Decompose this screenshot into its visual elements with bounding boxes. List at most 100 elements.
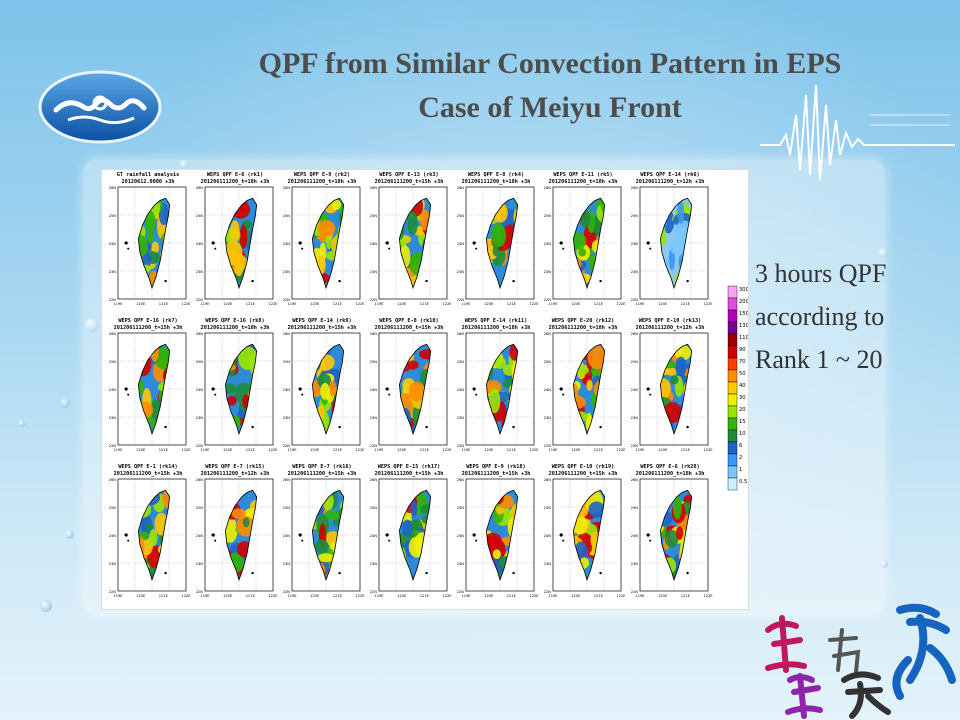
lon-label: 120E	[136, 594, 146, 598]
penghu-island	[124, 387, 128, 391]
lat-label: 23N	[370, 416, 378, 420]
map-title: WEPS QPF E-15 (rk17)	[378, 464, 440, 470]
penghu-island	[214, 539, 217, 542]
lon-label: 121E	[507, 302, 517, 306]
calligraphy-logo-icon	[765, 603, 956, 719]
map-title: WEPS QPF E-16 (rk8)	[205, 318, 264, 324]
lon-label: 120E	[223, 594, 233, 598]
island-outline	[137, 197, 171, 290]
lat-label: 24N	[283, 534, 291, 538]
penghu-island	[385, 387, 389, 391]
rain-blob	[315, 539, 329, 554]
map-title: WEPS QPF E-14 (rk6)	[640, 172, 699, 178]
map-title: WEPS QPF E-11 (rk5)	[553, 172, 612, 178]
island-outline	[485, 489, 519, 582]
lon-label: 119E	[200, 302, 210, 306]
lanyu-island	[338, 279, 341, 283]
lon-label: 119E	[635, 594, 645, 598]
map-title: WEPS QPF E-6 (rk1)	[207, 172, 263, 178]
lon-label: 119E	[461, 594, 471, 598]
qpf-map-panel: WEPS QPF E-9 (rk2)201206111200_t=18h +3h…	[283, 172, 366, 306]
lon-label: 119E	[113, 594, 123, 598]
colorbar-label: 70	[739, 359, 746, 365]
island-outline	[311, 343, 345, 436]
lon-label: 122E	[442, 594, 452, 598]
rain-blob	[320, 382, 330, 400]
lat-label: 23N	[196, 562, 204, 566]
rain-blob	[324, 510, 343, 520]
lanyu-island	[599, 425, 602, 429]
map-subtitle: 201206111200_t=18h +3h	[549, 325, 618, 331]
lat-label: 22N	[370, 590, 378, 594]
lat-label: 24N	[544, 534, 552, 538]
penghu-island	[562, 539, 565, 542]
lat-label: 24N	[457, 242, 465, 246]
lon-label: 122E	[616, 302, 626, 306]
lat-label: 26N	[370, 332, 378, 336]
rain-blob	[338, 206, 344, 216]
lon-label: 121E	[246, 448, 256, 452]
lon-label: 120E	[571, 594, 581, 598]
colorbar-label: 300	[739, 287, 748, 293]
lon-label: 120E	[658, 302, 668, 306]
map-subtitle: 201206111200_t=18h +3h	[549, 179, 618, 185]
seismograph-decoration	[760, 84, 955, 181]
rain-blob	[406, 360, 419, 370]
lat-label: 26N	[457, 478, 465, 482]
bubble-decoration	[65, 530, 74, 539]
map-subtitle: 201206111200_t=18h +3h	[462, 325, 531, 331]
penghu-island	[649, 393, 652, 396]
map-title: WEPS QPF E-10 (rk19)	[552, 464, 614, 470]
lat-label: 24N	[631, 534, 639, 538]
map-subtitle: 201206111200_t=15h +3h	[375, 325, 444, 331]
lon-label: 119E	[113, 302, 123, 306]
colorbar-label: 150	[739, 311, 748, 317]
lon-label: 121E	[333, 594, 343, 598]
penghu-island	[388, 247, 391, 250]
lat-label: 25N	[457, 360, 465, 364]
map-subtitle: 201206111200_t=15h +3h	[114, 325, 183, 331]
island-outline	[572, 197, 606, 290]
qpf-map-panel: WEPS QPF E-16 (rk7)201206111200_t=15h +3…	[109, 318, 192, 452]
lanyu-island	[251, 425, 254, 429]
lat-label: 22N	[370, 444, 378, 448]
qpf-map-panel: WEPS QPF E-7 (rk16)201206111200_t=15h +3…	[283, 464, 366, 598]
cwb-logo-icon	[38, 70, 162, 144]
map-title: WEPS QPF E-10 (rk13)	[639, 318, 701, 324]
qpf-map-panel: WEPS QPF E-14 (rk9)201206111200_t=15h +3…	[283, 318, 366, 452]
rain-blob	[578, 248, 587, 257]
lat-label: 24N	[544, 388, 552, 392]
penghu-island	[301, 247, 304, 250]
island-outline	[659, 489, 693, 582]
lat-label: 26N	[370, 478, 378, 482]
lat-label: 25N	[544, 214, 552, 218]
colorbar-label: 130	[739, 323, 748, 329]
colorbar-segment	[727, 417, 738, 431]
rain-blob	[237, 409, 247, 419]
map-subtitle: 201206111200_t=15h +3h	[375, 179, 444, 185]
lon-label: 122E	[268, 448, 278, 452]
lon-label: 121E	[594, 448, 604, 452]
lon-label: 119E	[548, 594, 558, 598]
bubble-decoration	[85, 318, 99, 332]
map-title: WEPS QPF E-13 (rk3)	[379, 172, 438, 178]
colorbar-segment	[727, 297, 738, 311]
island-outline	[398, 343, 432, 436]
map-title: GT rainfall analysis	[117, 172, 179, 178]
lat-label: 26N	[370, 186, 378, 190]
lon-label: 122E	[529, 594, 539, 598]
colorbar-label: 40	[739, 383, 746, 389]
lat-label: 25N	[370, 360, 378, 364]
lon-label: 120E	[310, 448, 320, 452]
lat-label: 23N	[631, 416, 639, 420]
lanyu-island	[512, 425, 515, 429]
lat-label: 26N	[283, 478, 291, 482]
lat-label: 23N	[457, 416, 465, 420]
lon-label: 121E	[159, 448, 169, 452]
penghu-island	[127, 393, 130, 396]
lat-label: 26N	[457, 332, 465, 336]
side-caption-line-2: according to	[755, 302, 885, 331]
rain-blob	[410, 500, 418, 518]
lon-label: 120E	[136, 448, 146, 452]
